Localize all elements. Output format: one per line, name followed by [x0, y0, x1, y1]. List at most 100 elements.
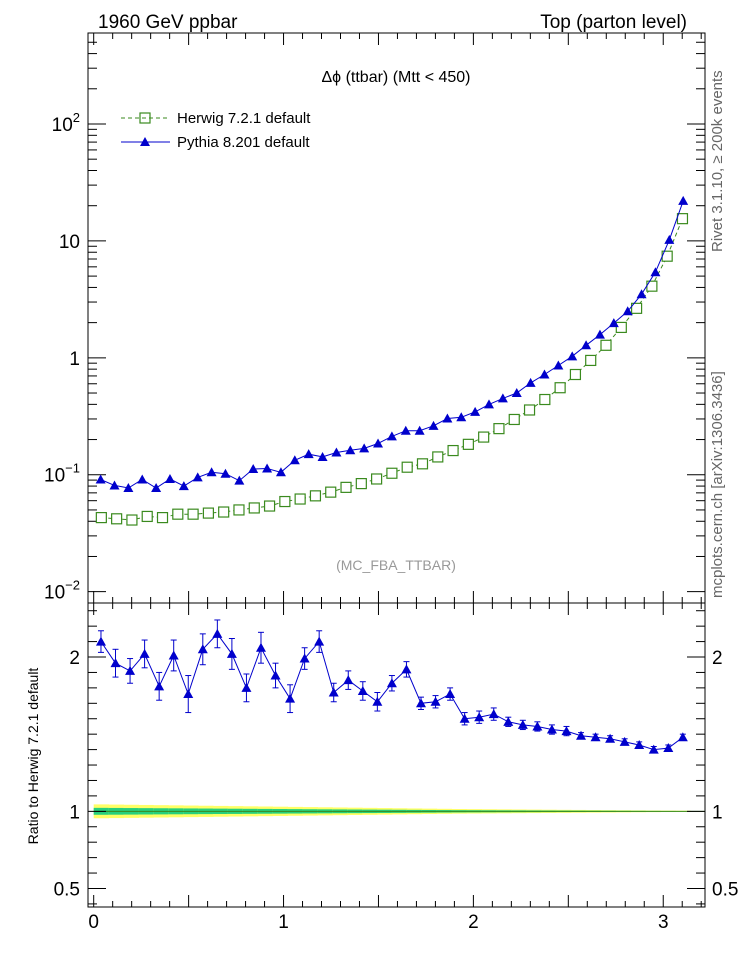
data-point	[462, 438, 474, 450]
data-point	[359, 443, 370, 453]
y-tick-label-right: 1	[712, 802, 723, 823]
legend-entry-herwig: Herwig 7.2.1 default	[121, 110, 311, 127]
y-tick-label: 10−2	[44, 578, 80, 604]
data-point	[303, 449, 314, 459]
herwig-series	[95, 213, 689, 526]
data-point	[678, 195, 689, 205]
ratio-point	[125, 665, 136, 675]
ratio-point	[415, 698, 426, 708]
data-point	[478, 431, 490, 443]
data-point	[178, 481, 189, 491]
data-point	[262, 463, 273, 473]
ratio-point	[576, 730, 587, 740]
ratio-point	[95, 636, 106, 646]
data-point	[447, 444, 459, 457]
data-point	[126, 514, 138, 526]
data-point	[636, 289, 647, 299]
watermark: (MC_FBA_TTBAR)	[336, 557, 456, 573]
data-point	[109, 480, 120, 490]
ratio-point	[546, 724, 557, 734]
data-point	[428, 420, 439, 430]
ratio-point	[357, 685, 368, 695]
ratio-point	[474, 712, 485, 722]
ratio-point	[285, 693, 296, 703]
ratio-point	[634, 739, 645, 749]
data-point	[483, 399, 494, 409]
ratio-point	[343, 675, 354, 685]
data-point	[234, 475, 245, 485]
data-point	[172, 508, 184, 520]
ratio-point	[459, 713, 470, 723]
data-point	[279, 495, 291, 508]
data-point	[470, 406, 481, 416]
data-point	[622, 306, 633, 316]
data-point	[248, 502, 260, 514]
data-point	[331, 447, 342, 457]
y-tick-label-right: 0.5	[712, 879, 738, 900]
pythia-series	[95, 195, 689, 493]
ratio-reference-band	[93, 804, 705, 819]
x-tick-labels: 0 1 2 3	[88, 912, 668, 933]
x-tick-label: 3	[658, 912, 669, 933]
ratio-point	[590, 732, 601, 742]
data-point	[456, 412, 467, 422]
data-point	[156, 512, 169, 524]
ratio-point	[663, 743, 674, 753]
ratio-point	[212, 628, 223, 638]
data-point	[202, 507, 214, 519]
data-point	[650, 267, 661, 277]
ratio-point	[445, 689, 456, 699]
ratio-point	[255, 642, 266, 652]
data-point	[309, 490, 322, 502]
ratio-point	[619, 736, 630, 746]
data-point	[192, 472, 203, 482]
data-point	[164, 473, 175, 483]
data-point	[432, 451, 444, 463]
main-axis-ticks	[88, 32, 705, 603]
data-point	[248, 463, 259, 473]
data-point	[187, 508, 199, 520]
series-line	[100, 200, 684, 489]
data-point	[523, 404, 536, 416]
ratio-point	[386, 678, 397, 688]
data-point	[317, 451, 328, 461]
data-point	[340, 481, 352, 493]
legend-entry-pythia: Pythia 8.201 default	[121, 134, 310, 151]
data-point	[386, 431, 397, 441]
legend-label-pythia: Pythia 8.201 default	[177, 134, 310, 151]
y-tick-label: 10	[59, 232, 80, 253]
data-point	[630, 302, 643, 314]
data-point	[585, 354, 597, 367]
data-point	[600, 339, 612, 351]
data-point	[325, 486, 337, 498]
y-tick-label: 1	[69, 349, 80, 370]
ratio-point	[648, 744, 659, 754]
data-point	[497, 393, 508, 403]
data-point	[553, 360, 564, 370]
data-point	[567, 351, 578, 361]
ratio-ylabel: Ratio to Herwig 7.2.1 default	[25, 668, 41, 845]
data-point	[664, 234, 675, 244]
ratio-point	[517, 719, 528, 729]
ratio-point	[328, 687, 339, 697]
energy-label: 1960 GeV ppbar	[98, 12, 238, 33]
ratio-point	[241, 682, 252, 692]
y-tick-label: 1	[69, 802, 80, 823]
y-tick-label: 2	[69, 648, 80, 669]
x-tick-label: 1	[278, 912, 289, 933]
data-point	[371, 473, 383, 485]
data-point	[123, 483, 134, 493]
data-point	[355, 478, 367, 490]
data-point	[493, 423, 505, 435]
ratio-point	[677, 732, 688, 742]
data-point	[111, 513, 123, 525]
ratio-point	[430, 696, 441, 706]
ratio-point	[270, 670, 281, 680]
data-point	[400, 425, 411, 435]
data-point	[594, 329, 605, 339]
data-point	[676, 213, 689, 225]
ratio-point	[197, 644, 208, 654]
ratio-point	[110, 658, 121, 668]
data-point	[615, 321, 627, 334]
